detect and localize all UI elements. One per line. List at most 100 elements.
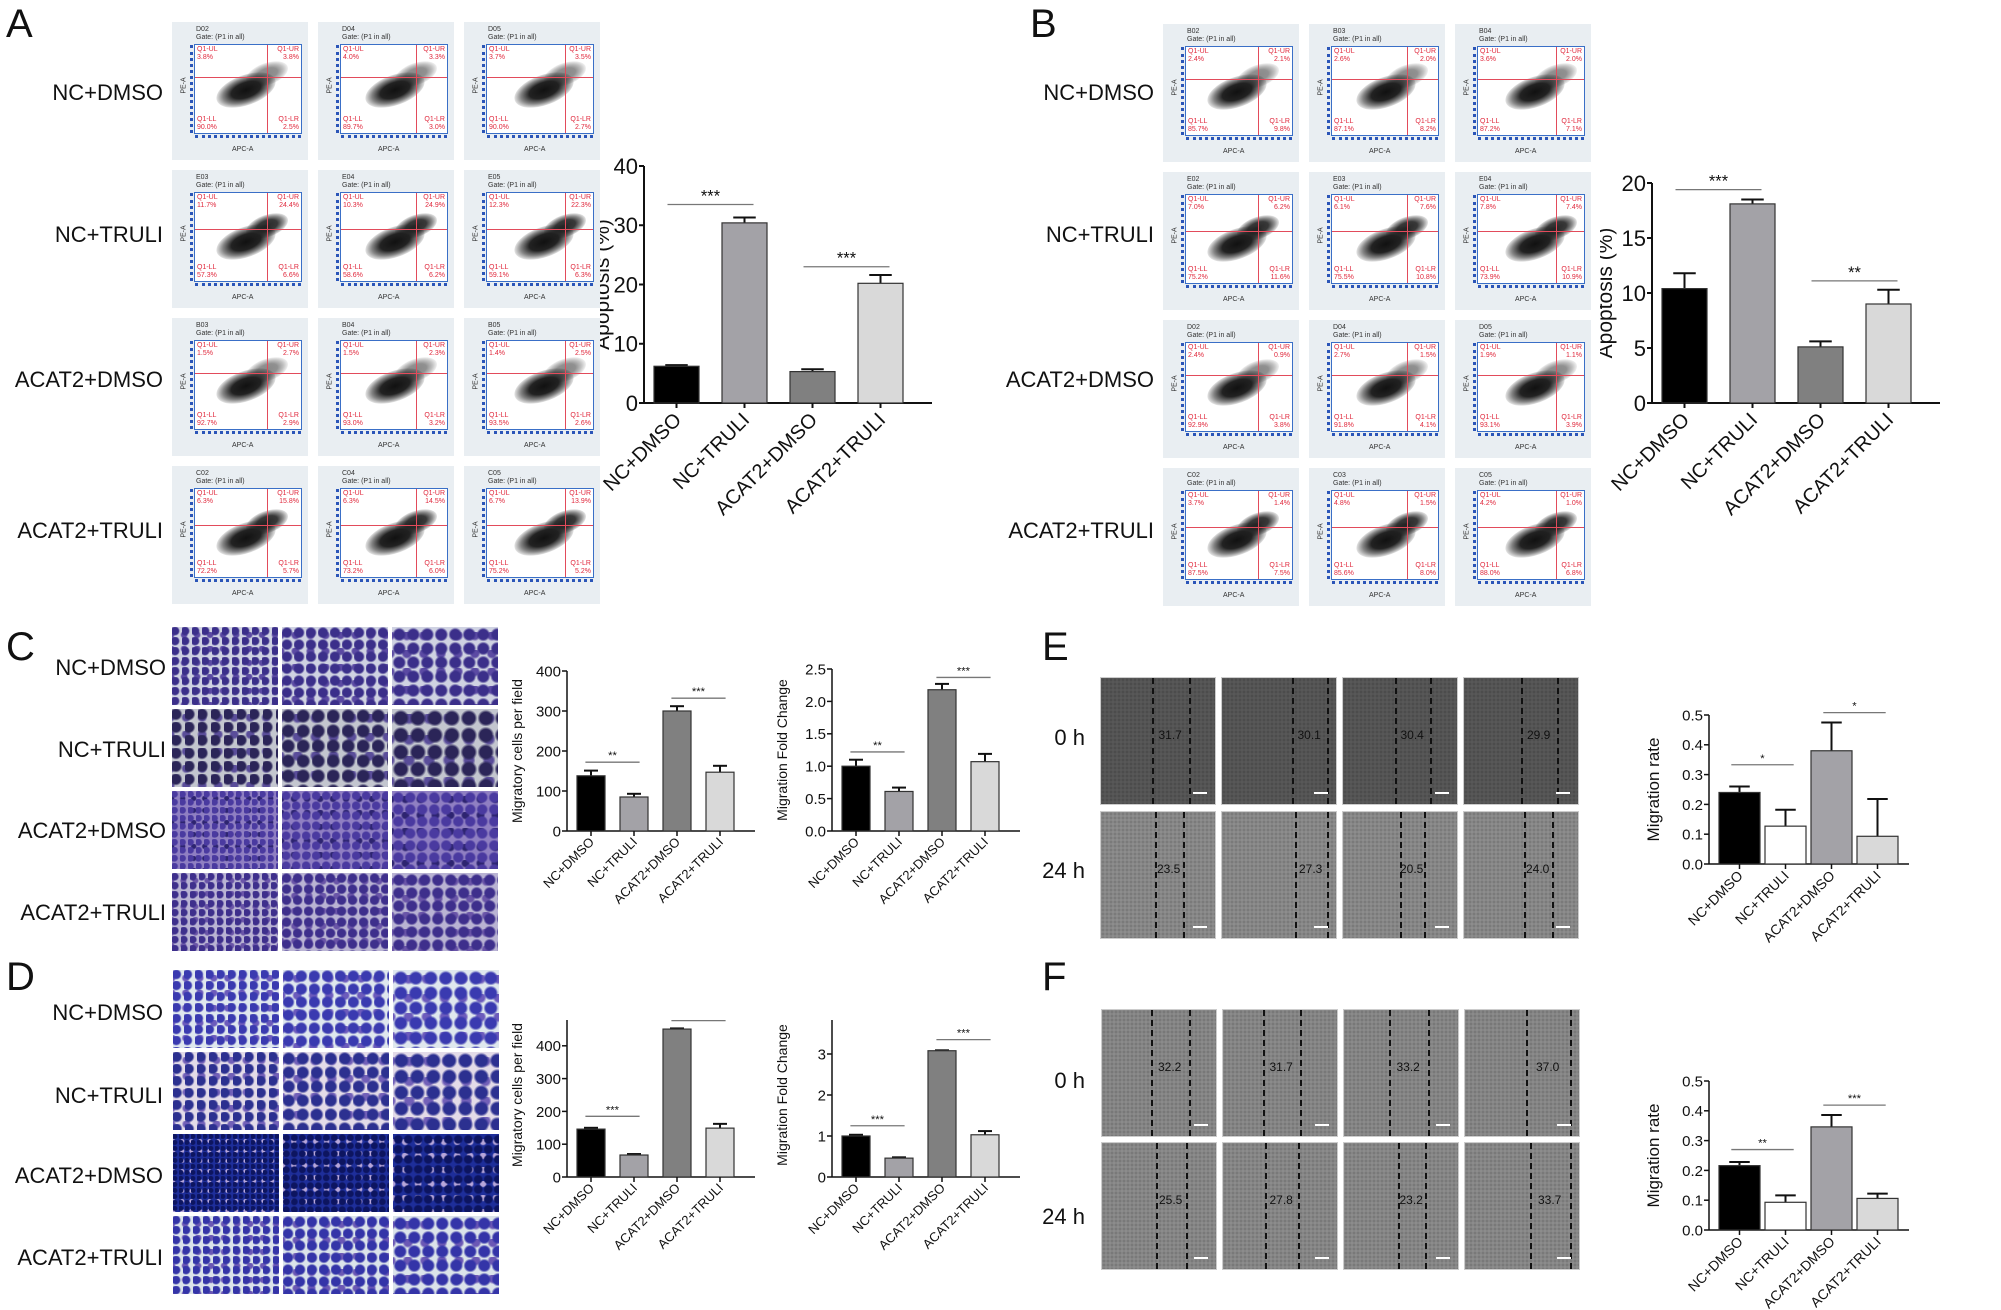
scatter-plot: Q1-UL 11.7% Q1-UR 24.4% Q1-LL 57.3% Q1-LR 6.6% [190,192,302,286]
row-label: ACAT2+DMSO [14,1163,163,1188]
row-label: ACAT2+TRULI [20,900,166,925]
row-label: NC+TRULI [54,222,163,247]
bar [1810,750,1853,865]
flow-sample-id: B04 Gate: (P1 in all) [1479,28,1528,43]
flow-sample-id: E04 Gate: (P1 in all) [1479,176,1528,191]
row-label: NC+DMSO [52,1000,163,1025]
scatter-plot: Q1-UL 3.8% Q1-UR 3.8% Q1-LL 90.0% Q1-LR 2.5% [190,44,302,138]
y-axis-title: Migratory cells per field [510,1023,525,1167]
wound-edge-line [1389,1010,1391,1136]
bar-chart-d-fold-change: 01234Migration Fold ChangeNC+DMSONC+TRUL… [775,1020,1020,1253]
gap-width-value: 24.0 [1526,862,1550,876]
significance-label: * [1760,753,1765,765]
y-tick-label: 0.1 [1682,827,1703,844]
panel-letter-d: D [6,955,35,999]
wound-healing-image: 29.9 [1463,677,1579,805]
y-axis-label: PE-A [1317,79,1325,96]
scale-bar [1193,792,1207,794]
scatter-plot: Q1-UL 10.3% Q1-UR 24.9% Q1-LL 58.6% Q1-LR 6.2% [336,192,448,286]
bar [576,1128,606,1178]
x-axis-label: APC-A [232,294,254,301]
y-axis-title: Migration rate [1644,1104,1663,1208]
gap-width-value: 30.4 [1400,728,1424,742]
scatter-plot: Q1-UL 1.9% Q1-UR 1.1% Q1-LL 93.1% Q1-LR 3.9% [1473,342,1585,436]
flow-sample-id: D04 Gate: (P1 in all) [342,26,391,41]
significance-label: ** [1758,1138,1767,1150]
wound-healing-image: 31.7 [1222,1009,1338,1137]
transwell-micrograph [172,709,278,787]
wound-edge-line [1263,1010,1265,1136]
wound-edge-line [1151,1010,1153,1136]
transwell-micrograph [172,627,278,705]
bar [1810,1126,1853,1231]
y-tick-label: 0.3 [1682,767,1703,784]
scatter-plot: Q1-UL 2.7% Q1-UR 1.5% Q1-LL 91.8% Q1-LR 4.1% [1327,342,1439,436]
flow-plot-panel: C02 Gate: (P1 in all) Q1-UL 3.7% Q1-UR 1.4% Q1… [1163,468,1299,606]
flow-plot-panel: E03 Gate: (P1 in all) Q1-UL 6.1% Q1-UR 7.6% Q1… [1309,172,1445,310]
row-label: NC+TRULI [57,737,166,762]
significance-label: *** [957,665,971,677]
scatter-plot: Q1-UL 2.4% Q1-UR 0.9% Q1-LL 92.9% Q1-LR 3.8% [1181,342,1293,436]
wound-healing-grid-f: 32.2 31.7 33.2 37.0 25.5 27.8 23.2 33.7 [1101,1009,1580,1270]
scatter-plot: Q1-UL 6.3% Q1-UR 14.5% Q1-LL 73.2% Q1-LR 6.0% [336,488,448,582]
flow-plot-panel: E02 Gate: (P1 in all) Q1-UL 7.0% Q1-UR 6.2% Q1… [1163,172,1299,310]
wound-healing-grid-e: 31.7 30.1 30.4 29.9 23.5 27.3 20.5 24.0 [1100,677,1579,939]
y-tick-label: 200 [536,1104,561,1121]
y-axis-title: Migration Fold Change [775,1024,790,1166]
y-axis-label: PE-A [1463,79,1471,96]
x-axis-label: APC-A [378,146,400,153]
y-axis-title: Migration rate [1644,738,1663,842]
scatter-plot: Q1-UL 3.7% Q1-UR 3.5% Q1-LL 90.0% Q1-LR 2.7% [482,44,594,138]
flow-sample-id: D05 Gate: (P1 in all) [1479,324,1528,339]
scatter-plot: Q1-UL 7.0% Q1-UR 6.2% Q1-LL 75.2% Q1-LR 11.6% [1181,194,1293,288]
significance-label: *** [1848,1093,1862,1105]
flow-sample-id: E03 Gate: (P1 in all) [1333,176,1382,191]
scale-bar [1556,926,1570,928]
bar [1856,835,1899,865]
scatter-plot: Q1-UL 3.7% Q1-UR 1.4% Q1-LL 87.5% Q1-LR 7.5% [1181,490,1293,584]
wound-healing-image: 25.5 [1101,1142,1217,1270]
bar [841,1135,871,1178]
scatter-plot: Q1-UL 2.6% Q1-UR 2.0% Q1-LL 87.1% Q1-LR 8.2% [1327,46,1439,140]
bar [1865,303,1912,404]
wound-edge-line [1424,812,1426,938]
gap-width-value: 33.7 [1538,1193,1562,1207]
scale-bar [1314,792,1328,794]
transwell-micrograph [392,873,498,951]
significance-label: *** [701,188,721,206]
transwell-micrograph [173,1216,279,1294]
panel-letter-c: C [6,625,35,669]
wound-healing-image: 33.2 [1343,1009,1459,1137]
wound-edge-line [1398,1143,1400,1269]
gap-width-value: 27.3 [1299,862,1323,876]
wound-healing-image: 27.3 [1221,811,1337,939]
scatter-plot: Q1-UL 6.3% Q1-UR 15.8% Q1-LL 72.2% Q1-LR 5.7% [190,488,302,582]
transwell-micrograph [282,627,388,705]
flow-plot-panel: D04 Gate: (P1 in all) Q1-UL 2.7% Q1-UR 1.5% Q1… [1309,320,1445,458]
x-axis-label: APC-A [1223,592,1245,599]
y-tick-label: 0.4 [1682,737,1703,754]
flow-sample-id: D02 Gate: (P1 in all) [196,26,245,41]
x-axis-label: APC-A [232,146,254,153]
wound-healing-image: 23.5 [1100,811,1216,939]
y-tick-label: 400 [536,1038,561,1055]
y-axis-label: PE-A [180,225,188,242]
flow-sample-id: C05 Gate: (P1 in all) [488,470,537,485]
flow-sample-id: C02 Gate: (P1 in all) [196,470,245,485]
y-tick-label: 0.5 [805,791,826,808]
bar [1718,1165,1761,1231]
y-tick-label: 30 [614,213,638,238]
y-axis-title: Apoptosis (%) [600,219,614,350]
bar [721,222,768,404]
y-tick-label: 500 [536,1020,561,1022]
bar [970,761,1000,832]
bar [927,689,957,832]
wound-healing-image: 27.8 [1222,1142,1338,1270]
transwell-micrograph [393,1052,499,1130]
gap-width-value: 23.5 [1157,862,1181,876]
transwell-micrograph [282,791,388,869]
y-tick-label: 20 [1622,171,1646,196]
bar [1729,203,1776,404]
